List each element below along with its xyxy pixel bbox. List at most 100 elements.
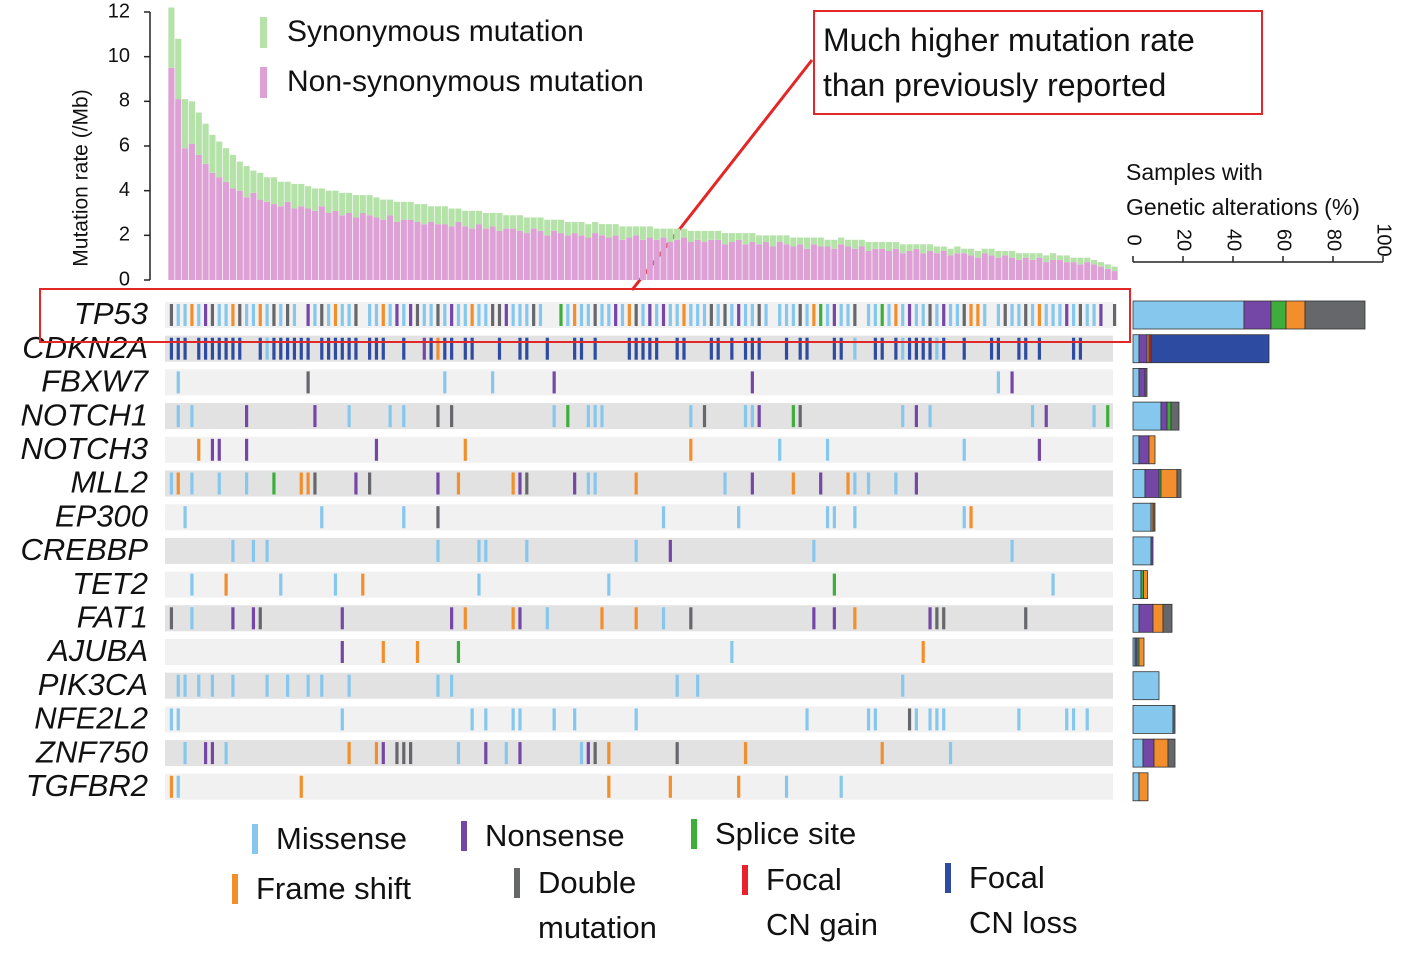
alteration bbox=[784, 304, 789, 326]
alteration bbox=[825, 304, 830, 326]
alteration bbox=[839, 304, 843, 326]
bar-segment bbox=[1077, 264, 1084, 280]
row-background bbox=[165, 639, 1113, 665]
annotation: Much higher mutation rate than previousl… bbox=[813, 10, 1263, 115]
bar-segment bbox=[229, 188, 237, 280]
bar-segment bbox=[776, 235, 783, 243]
alteration bbox=[354, 337, 358, 360]
bar-segment bbox=[571, 233, 578, 280]
bar-segment bbox=[974, 257, 981, 280]
alteration bbox=[456, 472, 461, 495]
bar-segment bbox=[619, 239, 626, 280]
bar-segment bbox=[619, 226, 626, 240]
alteration bbox=[388, 304, 392, 326]
hbar-segment bbox=[1132, 705, 1174, 734]
hbar-segment bbox=[1170, 401, 1180, 431]
bar-segment bbox=[981, 248, 988, 254]
bar-segment bbox=[462, 226, 469, 280]
hbar-segment bbox=[1172, 705, 1176, 734]
alteration bbox=[395, 742, 399, 765]
alteration bbox=[436, 337, 440, 360]
bar-segment bbox=[168, 67, 175, 280]
bar-segment bbox=[175, 38, 182, 100]
alteration bbox=[648, 337, 652, 360]
hbar-segment bbox=[1132, 401, 1162, 431]
bar-segment bbox=[291, 208, 298, 280]
alteration bbox=[470, 304, 474, 326]
bar-segment bbox=[380, 199, 387, 220]
bar-segment bbox=[298, 183, 305, 207]
alteration bbox=[244, 405, 249, 428]
row-background bbox=[165, 605, 1113, 632]
bar-segment bbox=[680, 228, 688, 238]
bar-segment bbox=[715, 230, 722, 240]
alteration bbox=[436, 506, 440, 529]
alteration bbox=[901, 405, 905, 428]
bar-segment bbox=[1015, 253, 1022, 260]
bar-segment bbox=[694, 230, 701, 240]
alteration bbox=[750, 337, 754, 360]
bar-segment bbox=[783, 244, 790, 280]
alteration bbox=[279, 573, 283, 596]
alteration bbox=[279, 304, 283, 326]
alteration bbox=[450, 674, 454, 697]
bar-segment bbox=[339, 215, 346, 280]
bar-segment bbox=[1002, 250, 1009, 256]
alteration bbox=[791, 472, 795, 495]
bar-segment bbox=[913, 248, 920, 280]
bar-segment bbox=[605, 224, 612, 238]
bar-segment bbox=[721, 244, 729, 280]
alteration bbox=[825, 438, 830, 461]
alteration bbox=[552, 405, 556, 428]
alteration bbox=[183, 506, 187, 529]
alteration bbox=[299, 472, 303, 495]
bar-segment bbox=[694, 239, 701, 280]
alteration bbox=[265, 674, 269, 697]
alteration bbox=[661, 607, 666, 630]
bar-segment bbox=[421, 204, 428, 225]
alteration bbox=[873, 708, 877, 731]
bar-segment bbox=[967, 255, 975, 280]
bar-segment bbox=[400, 201, 407, 220]
alteration bbox=[238, 337, 242, 360]
alteration bbox=[518, 304, 522, 326]
alteration bbox=[183, 337, 187, 360]
alteration bbox=[491, 304, 495, 326]
alteration bbox=[436, 472, 440, 495]
bar-segment bbox=[496, 230, 503, 280]
alteration bbox=[682, 304, 686, 326]
alteration bbox=[819, 472, 823, 495]
alteration bbox=[402, 304, 406, 326]
legend-label: Nonsense bbox=[485, 818, 625, 853]
alteration bbox=[702, 304, 707, 326]
alteration bbox=[1017, 337, 1021, 360]
alteration bbox=[286, 337, 290, 360]
alteration bbox=[497, 304, 502, 326]
alteration bbox=[347, 304, 351, 326]
alteration bbox=[832, 304, 836, 326]
alteration bbox=[634, 708, 638, 731]
alteration bbox=[306, 337, 310, 360]
alteration bbox=[231, 337, 235, 360]
row-background bbox=[165, 571, 1113, 598]
alteration bbox=[996, 337, 1000, 360]
bar-segment bbox=[954, 253, 961, 280]
legend-swatch bbox=[514, 868, 520, 898]
alteration bbox=[210, 742, 215, 765]
bar-segment bbox=[920, 244, 927, 254]
bar-segment bbox=[1097, 262, 1104, 267]
alteration bbox=[689, 607, 693, 630]
alteration bbox=[1024, 607, 1028, 630]
alteration bbox=[538, 304, 543, 326]
bar-segment bbox=[311, 188, 319, 211]
bar-segment bbox=[188, 143, 195, 280]
alteration bbox=[935, 607, 939, 630]
hbar-segment bbox=[1132, 367, 1140, 397]
alteration bbox=[169, 775, 174, 798]
bar-segment bbox=[469, 210, 476, 229]
alteration bbox=[368, 337, 372, 360]
bar-segment bbox=[380, 219, 387, 280]
alteration bbox=[374, 337, 379, 360]
alteration bbox=[832, 506, 836, 529]
